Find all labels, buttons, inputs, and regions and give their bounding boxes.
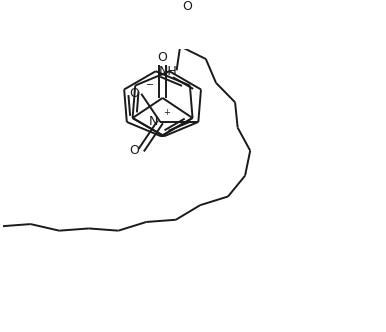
Text: O: O: [129, 144, 139, 157]
Text: O: O: [129, 87, 139, 100]
Text: O: O: [182, 0, 192, 13]
Text: NH: NH: [159, 65, 178, 78]
Text: −: −: [146, 80, 154, 90]
Text: +: +: [163, 108, 170, 117]
Text: N: N: [149, 116, 158, 128]
Text: O: O: [157, 51, 168, 64]
